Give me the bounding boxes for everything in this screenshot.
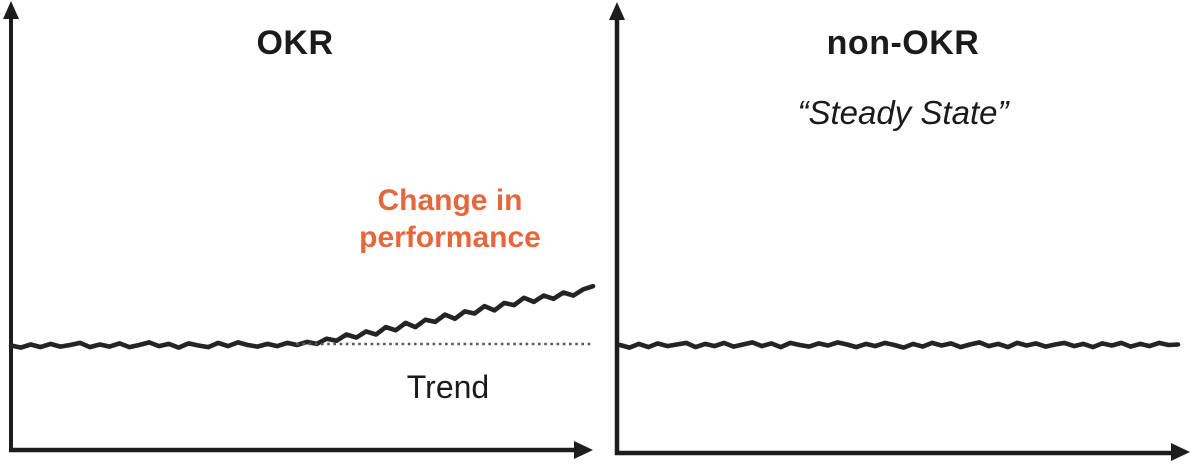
nonokr-chart-subtitle: “Steady State” (797, 94, 1009, 131)
okr-axes (3, 1, 593, 459)
nonokr-x-axis-arrowhead-icon (1171, 443, 1190, 461)
okr-chart-title: OKR (256, 24, 334, 62)
okr-y-axis-arrowhead-icon (3, 1, 19, 19)
trend-label: Trend (406, 369, 490, 405)
nonokr-performance-line (617, 340, 1181, 350)
okr-performance-line (8, 283, 596, 350)
change-annotation-line1: Change in (377, 184, 523, 217)
change-in-performance-annotation: Change in performance (295, 182, 605, 256)
okr-x-axis-arrowhead-icon (574, 441, 593, 459)
nonokr-y-axis-arrowhead-icon (609, 2, 625, 20)
change-annotation-line2: performance (359, 221, 541, 254)
nonokr-axes (609, 2, 1190, 461)
nonokr-chart-title: non-OKR (826, 24, 980, 62)
